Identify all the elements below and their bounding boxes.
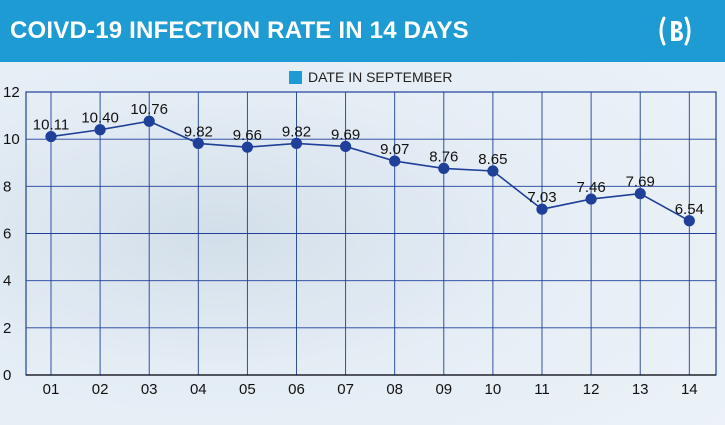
data-point (290, 137, 303, 150)
y-tick-label: 6 (3, 226, 11, 243)
bangla-tribune-logo-icon (659, 16, 691, 46)
data-label: 7.03 (527, 189, 556, 206)
y-tick-label: 2 (3, 320, 11, 337)
data-point (487, 165, 499, 177)
data-label: 9.69 (331, 126, 360, 143)
x-tick-label: 07 (337, 381, 354, 398)
legend: DATE IN SEPTEMBER (289, 68, 452, 86)
series-line (50, 120, 690, 222)
data-label: 8.76 (429, 148, 458, 165)
x-tick-label: 12 (583, 381, 600, 398)
data-label: 9.82 (282, 123, 311, 140)
data-point (340, 140, 352, 153)
data-label: 8.65 (478, 151, 507, 168)
data-label: 10.76 (130, 101, 168, 118)
x-tick-label: 02 (92, 381, 109, 398)
x-tick-label: 01 (43, 381, 60, 398)
data-label: 7.69 (626, 174, 655, 191)
data-point (143, 115, 155, 127)
data-point (94, 124, 106, 136)
x-tick-label: 11 (534, 381, 550, 398)
data-label: 10.11 (33, 117, 69, 134)
data-point (45, 130, 57, 143)
y-tick-label: 0 (3, 367, 11, 384)
data-point (241, 141, 253, 153)
data-label: 9.66 (233, 127, 262, 144)
data-label: 6.54 (675, 201, 704, 218)
x-tick-label: 03 (141, 381, 158, 398)
data-point (389, 155, 401, 167)
data-point (634, 188, 646, 200)
y-tick-label: 10 (3, 131, 20, 148)
x-tick-label: 10 (485, 381, 502, 398)
x-tick-label: 04 (190, 381, 207, 398)
x-tick-label: 05 (239, 381, 256, 398)
x-tick-label: 08 (386, 381, 403, 398)
x-tick-label: 13 (632, 381, 649, 398)
x-tick-label: 09 (435, 381, 452, 398)
y-tick-label: 8 (3, 178, 11, 195)
data-label: 10.40 (81, 110, 119, 127)
data-point (192, 137, 204, 150)
data-point (683, 215, 695, 227)
data-label: 9.07 (380, 141, 409, 158)
data-label: 7.46 (576, 179, 605, 196)
legend-swatch (289, 70, 302, 84)
chart-title: COIVD-19 INFECTION RATE IN 14 DAYS (10, 17, 469, 44)
y-tick-label: 4 (3, 273, 11, 290)
data-point (438, 162, 450, 175)
data-point (536, 203, 548, 215)
data-point (585, 193, 597, 205)
x-tick-label: 06 (288, 381, 305, 398)
data-label: 9.82 (184, 123, 213, 140)
legend-label: DATE IN SEPTEMBER (308, 69, 453, 85)
x-tick-label: 14 (681, 381, 698, 398)
y-tick-label: 12 (3, 84, 20, 101)
title-bar: COIVD-19 INFECTION RATE IN 14 DAYS (0, 0, 725, 62)
